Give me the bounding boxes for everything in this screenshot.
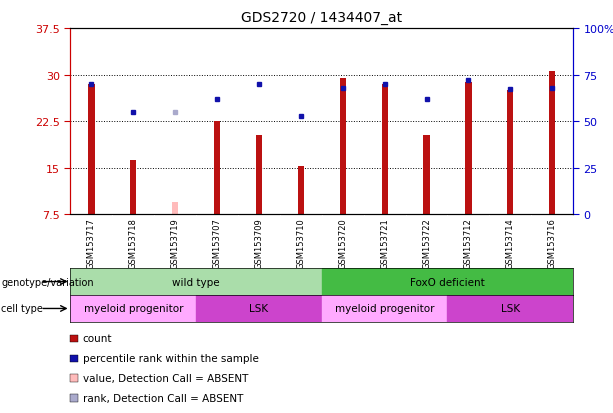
Text: FoxO deficient: FoxO deficient: [410, 277, 485, 287]
Text: GSM153714: GSM153714: [506, 217, 515, 268]
Bar: [298, 167, 304, 215]
Text: GSM153719: GSM153719: [170, 217, 180, 268]
Bar: [256, 136, 262, 215]
Bar: [465, 83, 471, 215]
Bar: [507, 91, 514, 215]
Text: LSK: LSK: [501, 304, 520, 314]
Text: GSM153721: GSM153721: [380, 217, 389, 268]
Text: GSM153709: GSM153709: [254, 217, 264, 268]
Text: GSM153722: GSM153722: [422, 217, 431, 268]
Text: genotype/variation: genotype/variation: [1, 277, 94, 287]
Text: wild type: wild type: [172, 277, 220, 287]
Text: count: count: [83, 334, 112, 344]
Bar: [130, 161, 137, 215]
Bar: [70, 268, 322, 295]
Bar: [322, 268, 573, 295]
Bar: [214, 122, 220, 215]
Text: GSM153717: GSM153717: [87, 217, 96, 268]
Text: value, Detection Call = ABSENT: value, Detection Call = ABSENT: [83, 373, 248, 383]
Text: GSM153718: GSM153718: [129, 217, 138, 268]
Text: myeloid progenitor: myeloid progenitor: [83, 304, 183, 314]
Text: GSM153716: GSM153716: [547, 217, 557, 268]
Bar: [340, 78, 346, 215]
Bar: [447, 295, 573, 322]
Text: GSM153720: GSM153720: [338, 217, 348, 268]
Bar: [381, 85, 388, 215]
Text: LSK: LSK: [249, 304, 268, 314]
Text: rank, Detection Call = ABSENT: rank, Detection Call = ABSENT: [83, 393, 243, 403]
Bar: [196, 295, 322, 322]
Bar: [88, 85, 94, 215]
Title: GDS2720 / 1434407_at: GDS2720 / 1434407_at: [242, 11, 402, 25]
Text: GSM153710: GSM153710: [296, 217, 305, 268]
Bar: [172, 202, 178, 215]
Text: GSM153707: GSM153707: [213, 217, 222, 268]
Text: myeloid progenitor: myeloid progenitor: [335, 304, 435, 314]
Bar: [322, 295, 447, 322]
Bar: [424, 136, 430, 215]
Text: GSM153712: GSM153712: [464, 217, 473, 268]
Bar: [70, 295, 196, 322]
Text: cell type: cell type: [1, 304, 43, 314]
Bar: [549, 72, 555, 215]
Text: percentile rank within the sample: percentile rank within the sample: [83, 354, 259, 363]
